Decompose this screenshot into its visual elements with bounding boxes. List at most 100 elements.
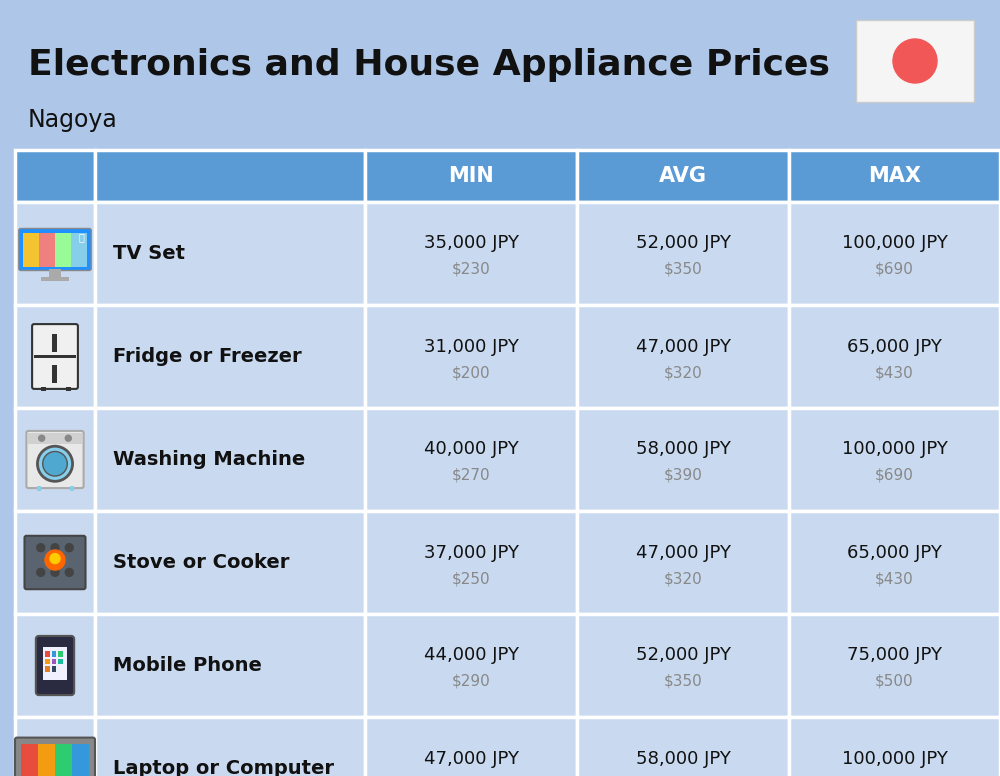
Bar xyxy=(95,305,365,408)
Bar xyxy=(789,202,1000,305)
FancyBboxPatch shape xyxy=(36,636,74,695)
Text: $250: $250 xyxy=(452,571,490,586)
Text: Fridge or Freezer: Fridge or Freezer xyxy=(113,347,302,366)
Text: Electronics and House Appliance Prices: Electronics and House Appliance Prices xyxy=(28,48,830,82)
Circle shape xyxy=(65,568,73,577)
Circle shape xyxy=(893,39,937,83)
FancyBboxPatch shape xyxy=(15,738,95,776)
Text: MIN: MIN xyxy=(448,166,494,186)
Bar xyxy=(789,408,1000,511)
FancyBboxPatch shape xyxy=(19,228,91,271)
Circle shape xyxy=(65,544,73,552)
Text: $690: $690 xyxy=(875,262,914,277)
Bar xyxy=(21,743,89,776)
Bar xyxy=(52,334,57,352)
Bar xyxy=(52,659,56,664)
Bar xyxy=(577,511,789,614)
Bar xyxy=(365,614,577,717)
Bar xyxy=(577,150,789,202)
Bar xyxy=(55,743,72,776)
Bar xyxy=(70,486,74,491)
Bar xyxy=(577,305,789,408)
Circle shape xyxy=(51,544,59,552)
Bar xyxy=(15,408,95,511)
Bar xyxy=(52,667,56,672)
Bar xyxy=(95,511,365,614)
Text: $290: $290 xyxy=(452,674,490,689)
Text: 31,000 JPY: 31,000 JPY xyxy=(424,338,518,355)
Bar xyxy=(71,233,87,266)
Bar xyxy=(365,717,577,776)
Bar xyxy=(365,511,577,614)
Circle shape xyxy=(37,544,45,552)
Bar xyxy=(52,365,57,383)
Bar xyxy=(577,717,789,776)
Text: 65,000 JPY: 65,000 JPY xyxy=(847,543,942,562)
Bar xyxy=(15,150,95,202)
Bar xyxy=(39,233,55,266)
Circle shape xyxy=(65,435,71,442)
Bar xyxy=(365,408,577,511)
Bar xyxy=(58,659,63,664)
Bar xyxy=(95,150,365,202)
Bar xyxy=(95,408,365,511)
FancyBboxPatch shape xyxy=(856,20,974,102)
Bar xyxy=(95,202,365,305)
Text: $350: $350 xyxy=(664,262,702,277)
Bar xyxy=(15,202,95,305)
Circle shape xyxy=(39,435,45,442)
Bar xyxy=(365,150,577,202)
Bar xyxy=(21,743,38,776)
Text: 52,000 JPY: 52,000 JPY xyxy=(636,234,730,252)
Text: 47,000 JPY: 47,000 JPY xyxy=(636,338,730,355)
Text: $350: $350 xyxy=(664,674,702,689)
Bar xyxy=(15,614,95,717)
Bar xyxy=(41,276,69,280)
Bar xyxy=(365,305,577,408)
Text: 58,000 JPY: 58,000 JPY xyxy=(636,441,730,459)
Text: $390: $390 xyxy=(664,468,702,483)
Text: 44,000 JPY: 44,000 JPY xyxy=(424,646,518,664)
Text: 75,000 JPY: 75,000 JPY xyxy=(847,646,942,664)
Bar xyxy=(37,486,41,491)
Bar xyxy=(15,511,95,614)
Bar xyxy=(45,651,50,656)
Bar xyxy=(45,659,50,664)
Text: ⌒: ⌒ xyxy=(78,233,84,242)
Text: $200: $200 xyxy=(452,365,490,380)
Text: 37,000 JPY: 37,000 JPY xyxy=(424,543,518,562)
Bar xyxy=(789,511,1000,614)
FancyBboxPatch shape xyxy=(32,324,78,389)
Text: 100,000 JPY: 100,000 JPY xyxy=(842,234,947,252)
Text: 47,000 JPY: 47,000 JPY xyxy=(424,750,518,767)
Text: $270: $270 xyxy=(452,468,490,483)
Bar xyxy=(789,717,1000,776)
Bar xyxy=(43,647,67,680)
Text: AVG: AVG xyxy=(659,166,707,186)
Bar xyxy=(577,202,789,305)
Circle shape xyxy=(50,553,60,563)
FancyBboxPatch shape xyxy=(24,535,86,589)
Text: Laptop or Computer: Laptop or Computer xyxy=(113,759,334,776)
Bar xyxy=(28,433,82,444)
Bar xyxy=(72,743,89,776)
Text: 47,000 JPY: 47,000 JPY xyxy=(636,543,730,562)
Text: 100,000 JPY: 100,000 JPY xyxy=(842,750,947,767)
Text: Nagoya: Nagoya xyxy=(28,108,118,132)
Bar xyxy=(66,387,71,391)
Text: $320: $320 xyxy=(664,365,702,380)
Text: $430: $430 xyxy=(875,365,914,380)
Bar xyxy=(95,614,365,717)
Bar xyxy=(365,202,577,305)
Text: TV Set: TV Set xyxy=(113,244,185,263)
Text: 100,000 JPY: 100,000 JPY xyxy=(842,441,947,459)
Text: $230: $230 xyxy=(452,262,490,277)
Bar xyxy=(577,614,789,717)
Bar xyxy=(52,651,56,656)
Text: Mobile Phone: Mobile Phone xyxy=(113,656,262,675)
Circle shape xyxy=(45,550,65,570)
Text: Stove or Cooker: Stove or Cooker xyxy=(113,553,289,572)
FancyBboxPatch shape xyxy=(26,431,84,488)
Text: 52,000 JPY: 52,000 JPY xyxy=(636,646,730,664)
Circle shape xyxy=(37,568,45,577)
